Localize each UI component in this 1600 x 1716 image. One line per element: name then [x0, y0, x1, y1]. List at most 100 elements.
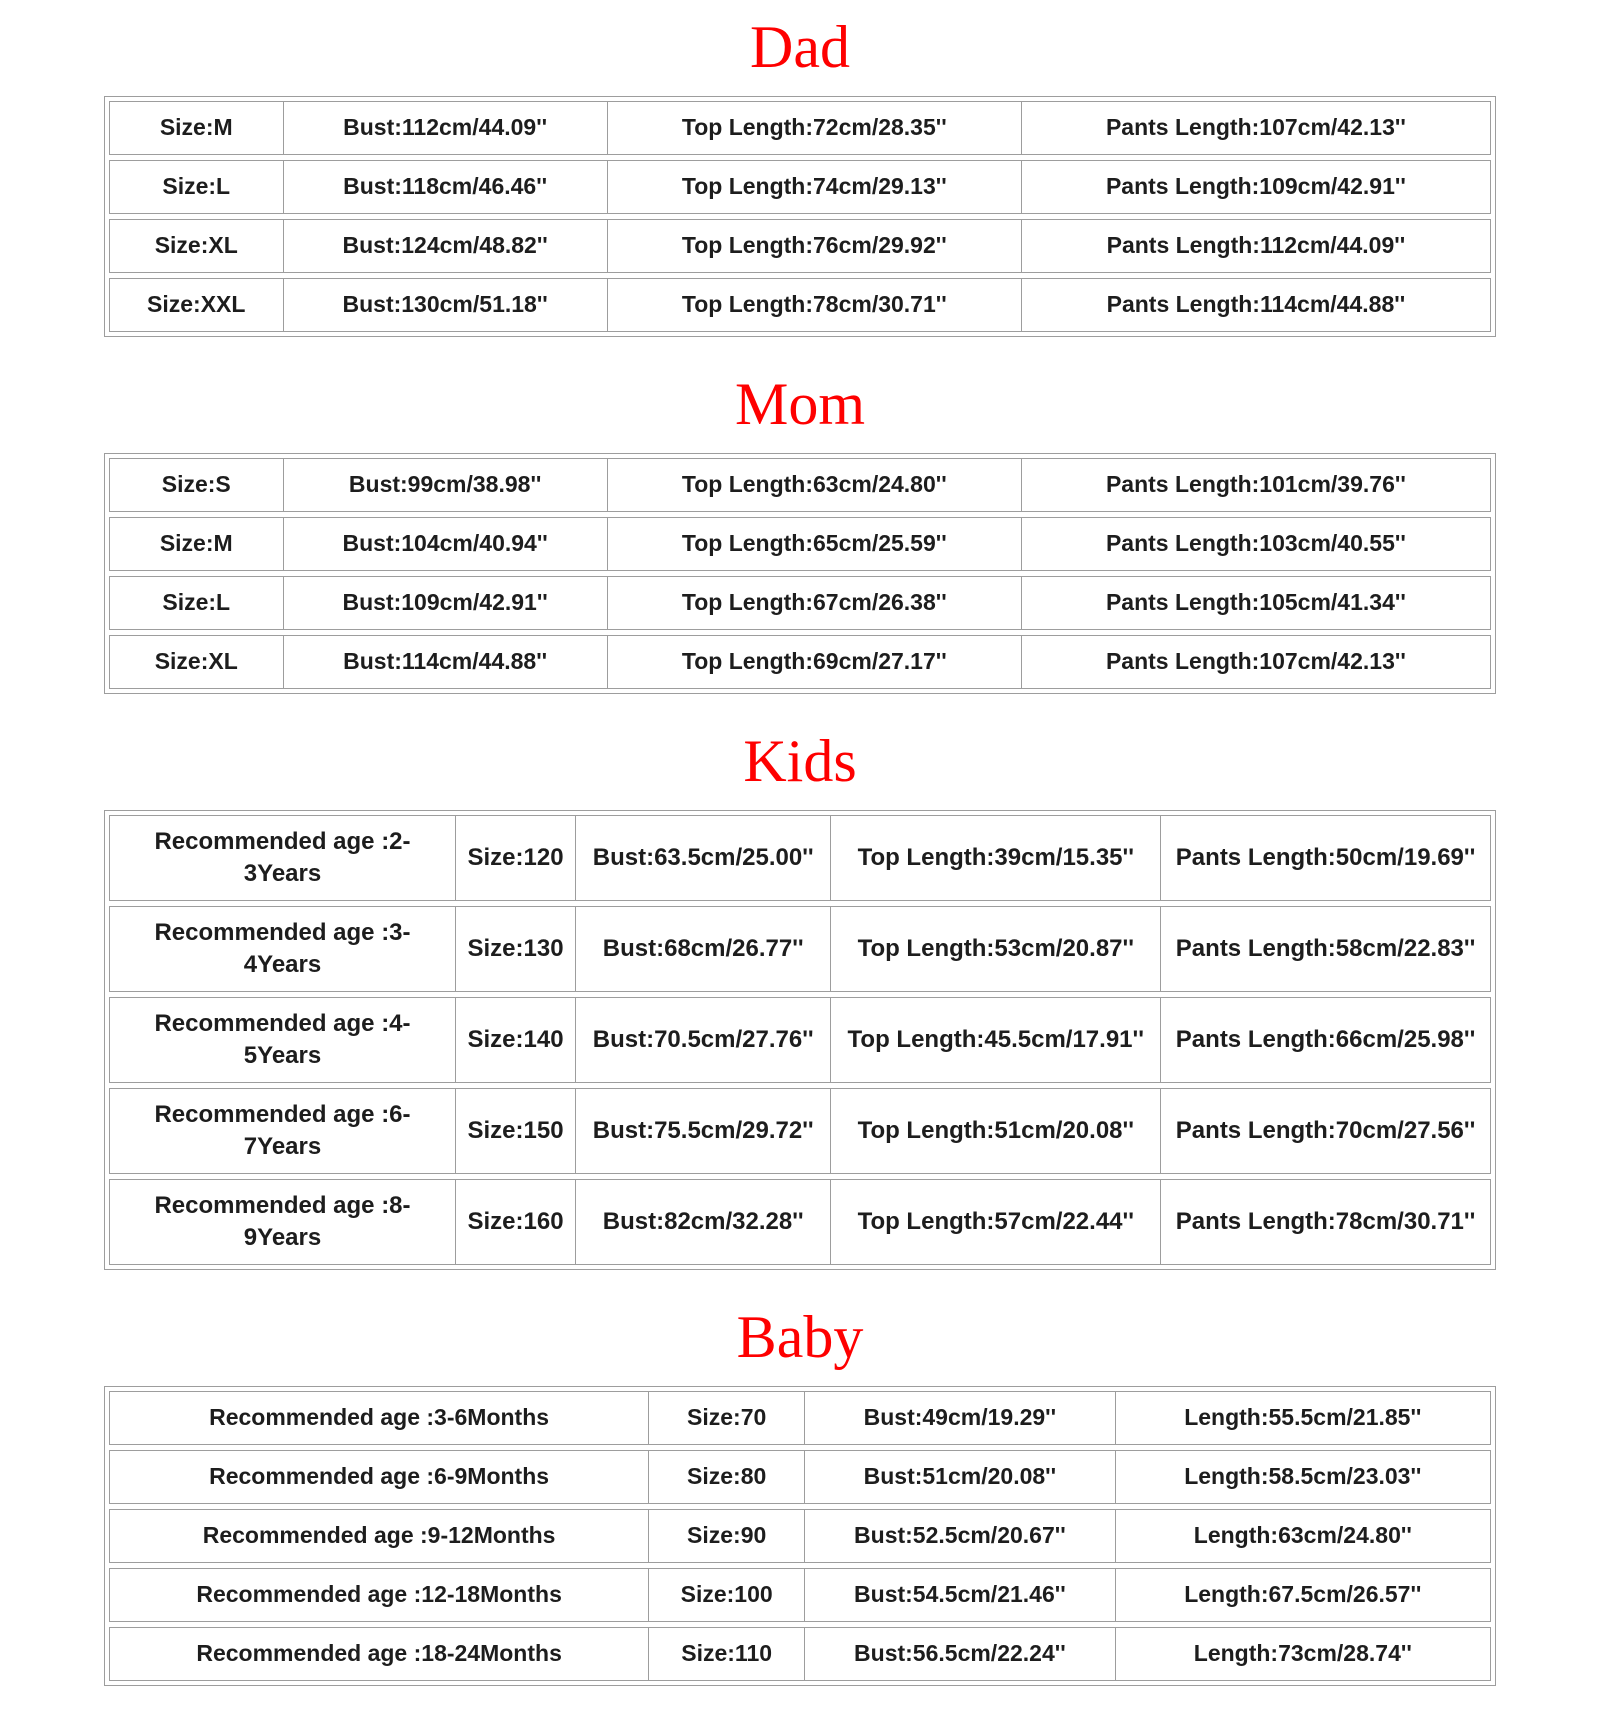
- bust-cell: Bust:124cm/48.82'': [282, 220, 607, 272]
- top-length-cell: Top Length:72cm/28.35'': [606, 102, 1021, 154]
- top-length-cell: Top Length:53cm/20.87'': [830, 907, 1160, 991]
- top-length-cell: Top Length:45.5cm/17.91'': [830, 998, 1160, 1082]
- table-row: Size:XL Bust:114cm/44.88'' Top Length:69…: [109, 635, 1491, 689]
- pants-length-cell: Pants Length:114cm/44.88'': [1020, 279, 1490, 331]
- section-title-baby: Baby: [736, 1304, 864, 1370]
- bust-cell: Bust:51cm/20.08'': [804, 1451, 1115, 1503]
- bust-cell: Bust:52.5cm/20.67'': [804, 1510, 1115, 1562]
- pants-length-cell: Pants Length:107cm/42.13'': [1020, 636, 1490, 688]
- length-cell: Length:73cm/28.74'': [1114, 1628, 1490, 1680]
- size-cell: Size:L: [162, 173, 231, 200]
- size-cell: Size:L: [162, 589, 231, 616]
- pants-length-cell: Pants Length:107cm/42.13'': [1020, 102, 1490, 154]
- bust-cell: Bust:75.5cm/29.72'': [575, 1089, 830, 1173]
- table-row: Size:XXL Bust:130cm/51.18'' Top Length:7…: [109, 278, 1491, 332]
- top-length-cell: Top Length:76cm/29.92'': [606, 220, 1021, 272]
- table-row: Recommended age :9-12Months Size:90 Bust…: [109, 1509, 1491, 1563]
- table-row: Recommended age :18-24Months Size:110 Bu…: [109, 1627, 1491, 1681]
- top-length-cell: Top Length:78cm/30.71'': [606, 279, 1021, 331]
- bust-cell: Bust:63.5cm/25.00'': [575, 816, 830, 900]
- table-row: Size:M Bust:112cm/44.09'' Top Length:72c…: [109, 101, 1491, 155]
- pants-length-cell: Pants Length:58cm/22.83'': [1160, 907, 1490, 991]
- bust-cell: Bust:49cm/19.29'': [804, 1392, 1115, 1444]
- table-row: Recommended age :2-3Years Size:120 Bust:…: [109, 815, 1491, 901]
- size-cell: Size:120: [455, 816, 575, 900]
- pants-length-cell: Pants Length:112cm/44.09'': [1020, 220, 1490, 272]
- size-table-baby: Recommended age :3-6Months Size:70 Bust:…: [104, 1386, 1496, 1686]
- pants-length-cell: Pants Length:109cm/42.91'': [1020, 161, 1490, 213]
- pants-length-cell: Pants Length:105cm/41.34'': [1020, 577, 1490, 629]
- table-row: Recommended age :8-9Years Size:160 Bust:…: [109, 1179, 1491, 1265]
- bust-cell: Bust:118cm/46.46'': [282, 161, 607, 213]
- bust-cell: Bust:68cm/26.77'': [575, 907, 830, 991]
- bust-cell: Bust:112cm/44.09'': [282, 102, 607, 154]
- top-length-cell: Top Length:69cm/27.17'': [606, 636, 1021, 688]
- size-cell: Size:XXL: [147, 291, 246, 318]
- table-row: Recommended age :4-5Years Size:140 Bust:…: [109, 997, 1491, 1083]
- age-cell: Recommended age :4-5Years: [154, 1009, 411, 1069]
- pants-length-cell: Pants Length:50cm/19.69'': [1160, 816, 1490, 900]
- table-row: Size:M Bust:104cm/40.94'' Top Length:65c…: [109, 517, 1491, 571]
- size-cell: Size:140: [455, 998, 575, 1082]
- table-row: Size:S Bust:99cm/38.98'' Top Length:63cm…: [109, 458, 1491, 512]
- bust-cell: Bust:56.5cm/22.24'': [804, 1628, 1115, 1680]
- size-cell: Size:110: [648, 1628, 804, 1680]
- age-cell: Recommended age :3-4Years: [154, 918, 411, 978]
- age-cell: Recommended age :6-9Months: [209, 1463, 550, 1490]
- table-row: Size:L Bust:109cm/42.91'' Top Length:67c…: [109, 576, 1491, 630]
- bust-cell: Bust:82cm/32.28'': [575, 1180, 830, 1264]
- age-cell: Recommended age :8-9Years: [154, 1191, 411, 1251]
- size-cell: Size:90: [648, 1510, 804, 1562]
- bust-cell: Bust:104cm/40.94'': [282, 518, 607, 570]
- bust-cell: Bust:54.5cm/21.46'': [804, 1569, 1115, 1621]
- section-title-dad: Dad: [750, 14, 850, 80]
- table-row: Recommended age :3-4Years Size:130 Bust:…: [109, 906, 1491, 992]
- bust-cell: Bust:109cm/42.91'': [282, 577, 607, 629]
- size-table-dad: Size:M Bust:112cm/44.09'' Top Length:72c…: [104, 96, 1496, 337]
- age-cell: Recommended age :9-12Months: [202, 1522, 556, 1549]
- top-length-cell: Top Length:67cm/26.38'': [606, 577, 1021, 629]
- age-cell: Recommended age :3-6Months: [209, 1404, 550, 1431]
- age-cell: Recommended age :6-7Years: [154, 1100, 411, 1160]
- pants-length-cell: Pants Length:70cm/27.56'': [1160, 1089, 1490, 1173]
- top-length-cell: Top Length:57cm/22.44'': [830, 1180, 1160, 1264]
- bust-cell: Bust:114cm/44.88'': [282, 636, 607, 688]
- pants-length-cell: Pants Length:66cm/25.98'': [1160, 998, 1490, 1082]
- size-cell: Size:M: [159, 114, 233, 141]
- pants-length-cell: Pants Length:101cm/39.76'': [1020, 459, 1490, 511]
- bust-cell: Bust:70.5cm/27.76'': [575, 998, 830, 1082]
- size-cell: Size:XL: [154, 648, 238, 675]
- size-cell: Size:M: [159, 530, 233, 557]
- length-cell: Length:67.5cm/26.57'': [1114, 1569, 1490, 1621]
- pants-length-cell: Pants Length:78cm/30.71'': [1160, 1180, 1490, 1264]
- bust-cell: Bust:130cm/51.18'': [282, 279, 607, 331]
- size-cell: Size:150: [455, 1089, 575, 1173]
- length-cell: Length:63cm/24.80'': [1114, 1510, 1490, 1562]
- table-row: Size:L Bust:118cm/46.46'' Top Length:74c…: [109, 160, 1491, 214]
- pants-length-cell: Pants Length:103cm/40.55'': [1020, 518, 1490, 570]
- section-title-kids: Kids: [743, 728, 857, 794]
- table-row: Recommended age :12-18Months Size:100 Bu…: [109, 1568, 1491, 1622]
- table-row: Recommended age :3-6Months Size:70 Bust:…: [109, 1391, 1491, 1445]
- bust-cell: Bust:99cm/38.98'': [282, 459, 607, 511]
- size-cell: Size:S: [161, 471, 231, 498]
- age-cell: Recommended age :12-18Months: [196, 1581, 562, 1608]
- size-cell: Size:160: [455, 1180, 575, 1264]
- section-title-mom: Mom: [734, 371, 866, 437]
- size-table-mom: Size:S Bust:99cm/38.98'' Top Length:63cm…: [104, 453, 1496, 694]
- table-row: Recommended age :6-9Months Size:80 Bust:…: [109, 1450, 1491, 1504]
- size-cell: Size:100: [648, 1569, 804, 1621]
- top-length-cell: Top Length:74cm/29.13'': [606, 161, 1021, 213]
- age-cell: Recommended age :18-24Months: [196, 1640, 562, 1667]
- top-length-cell: Top Length:65cm/25.59'': [606, 518, 1021, 570]
- top-length-cell: Top Length:51cm/20.08'': [830, 1089, 1160, 1173]
- table-row: Recommended age :6-7Years Size:150 Bust:…: [109, 1088, 1491, 1174]
- size-cell: Size:130: [455, 907, 575, 991]
- size-cell: Size:XL: [154, 232, 238, 259]
- size-table-kids: Recommended age :2-3Years Size:120 Bust:…: [104, 810, 1496, 1270]
- top-length-cell: Top Length:39cm/15.35'': [830, 816, 1160, 900]
- size-cell: Size:80: [648, 1451, 804, 1503]
- length-cell: Length:58.5cm/23.03'': [1114, 1451, 1490, 1503]
- top-length-cell: Top Length:63cm/24.80'': [606, 459, 1021, 511]
